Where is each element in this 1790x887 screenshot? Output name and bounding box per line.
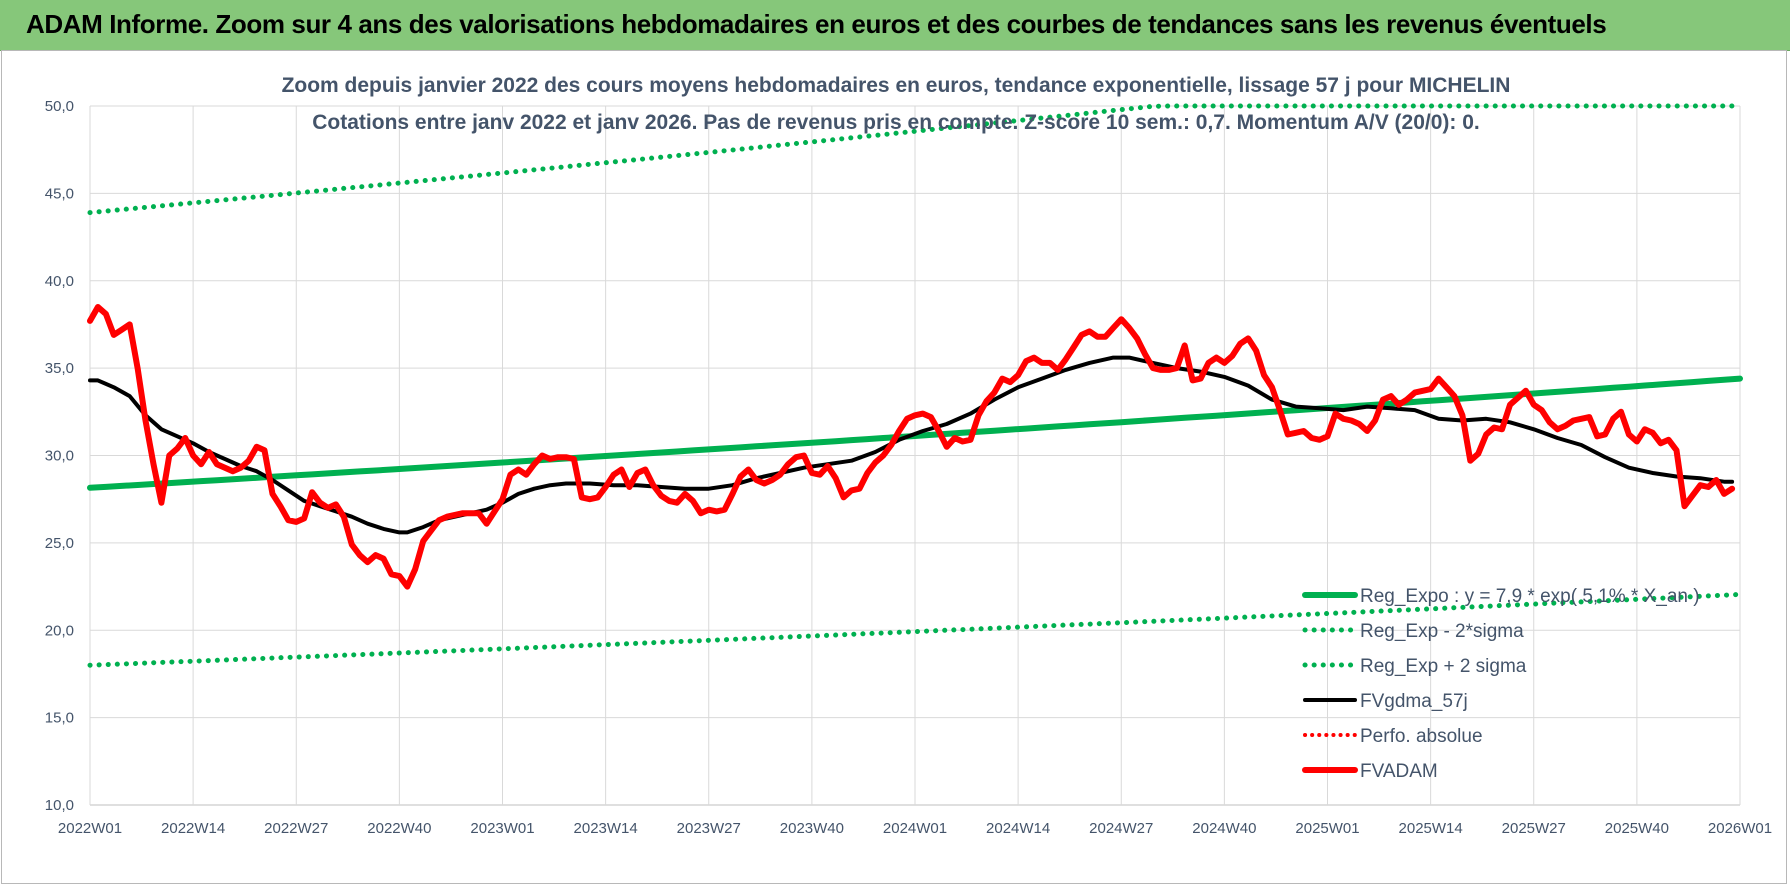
- x-tick-label: 2024W27: [1089, 820, 1153, 837]
- x-axis-ticks: 2022W01 2022W14 2022W27 2022W40 2023W01 2023W…: [58, 820, 1772, 837]
- y-tick-label: 45,0: [45, 185, 74, 202]
- legend-label-1: Reg_Exp - 2*sigma: [1360, 621, 1524, 642]
- series-layer: [87, 103, 1743, 668]
- x-tick-label: 2022W27: [264, 820, 328, 837]
- y-tick-label: 35,0: [45, 360, 74, 377]
- x-tick-label: 2023W01: [470, 820, 534, 837]
- series-line-2: [87, 103, 1743, 216]
- x-tick-label: 2024W01: [883, 820, 947, 837]
- y-tick-label: 10,0: [45, 797, 74, 814]
- legend: Reg_Expo : y = 7,9 * exp( 5,1% * X_an ) R…: [1302, 586, 1700, 782]
- legend-label-4: Perfo. absolue: [1360, 726, 1483, 747]
- x-tick-label: 2025W40: [1605, 820, 1669, 837]
- x-tick-label: 2022W40: [367, 820, 431, 837]
- header-banner: ADAM Informe. Zoom sur 4 ans des valoris…: [0, 0, 1790, 51]
- x-tick-label: 2022W01: [58, 820, 122, 837]
- y-axis-ticks: 10,0 15,0 20,0 25,0 30,0 35,0 40,0 45,0 50,0: [45, 98, 74, 814]
- chart-title: Zoom depuis janvier 2022 des cours moyen…: [282, 74, 1511, 97]
- series-line-1: [87, 591, 1743, 668]
- legend-label-0: Reg_Expo : y = 7,9 * exp( 5,1% * X_an ): [1360, 586, 1700, 607]
- banner-title: ADAM Informe. Zoom sur 4 ans des valoris…: [26, 9, 1607, 39]
- y-tick-label: 30,0: [45, 448, 74, 465]
- chart-frame: [1, 50, 1787, 884]
- x-tick-label: 2023W27: [677, 820, 741, 837]
- legend-label-5: FVADAM: [1360, 761, 1438, 782]
- x-tick-label: 2025W14: [1399, 820, 1463, 837]
- y-tick-label: 25,0: [45, 535, 74, 552]
- grid-lines: [89, 105, 1741, 806]
- y-tick-label: 40,0: [45, 273, 74, 290]
- chart-subtitle: Cotations entre janv 2022 et janv 2026. …: [312, 111, 1480, 134]
- x-tick-label: 2024W40: [1192, 820, 1256, 837]
- series-line-3: [88, 355, 1735, 535]
- y-tick-label: 15,0: [45, 710, 74, 727]
- x-tick-label: 2025W27: [1502, 820, 1566, 837]
- x-tick-label: 2022W14: [161, 820, 225, 837]
- x-tick-label: 2026W01: [1708, 820, 1772, 837]
- y-tick-label: 20,0: [45, 622, 74, 639]
- x-tick-label: 2023W14: [574, 820, 638, 837]
- legend-label-3: FVgdma_57j: [1360, 691, 1468, 712]
- legend-label-2: Reg_Exp + 2 sigma: [1360, 656, 1527, 677]
- x-tick-label: 2025W01: [1295, 820, 1359, 837]
- y-tick-label: 50,0: [45, 98, 74, 115]
- x-tick-label: 2024W14: [986, 820, 1050, 837]
- x-tick-label: 2023W40: [780, 820, 844, 837]
- series-line-5: [87, 304, 1736, 590]
